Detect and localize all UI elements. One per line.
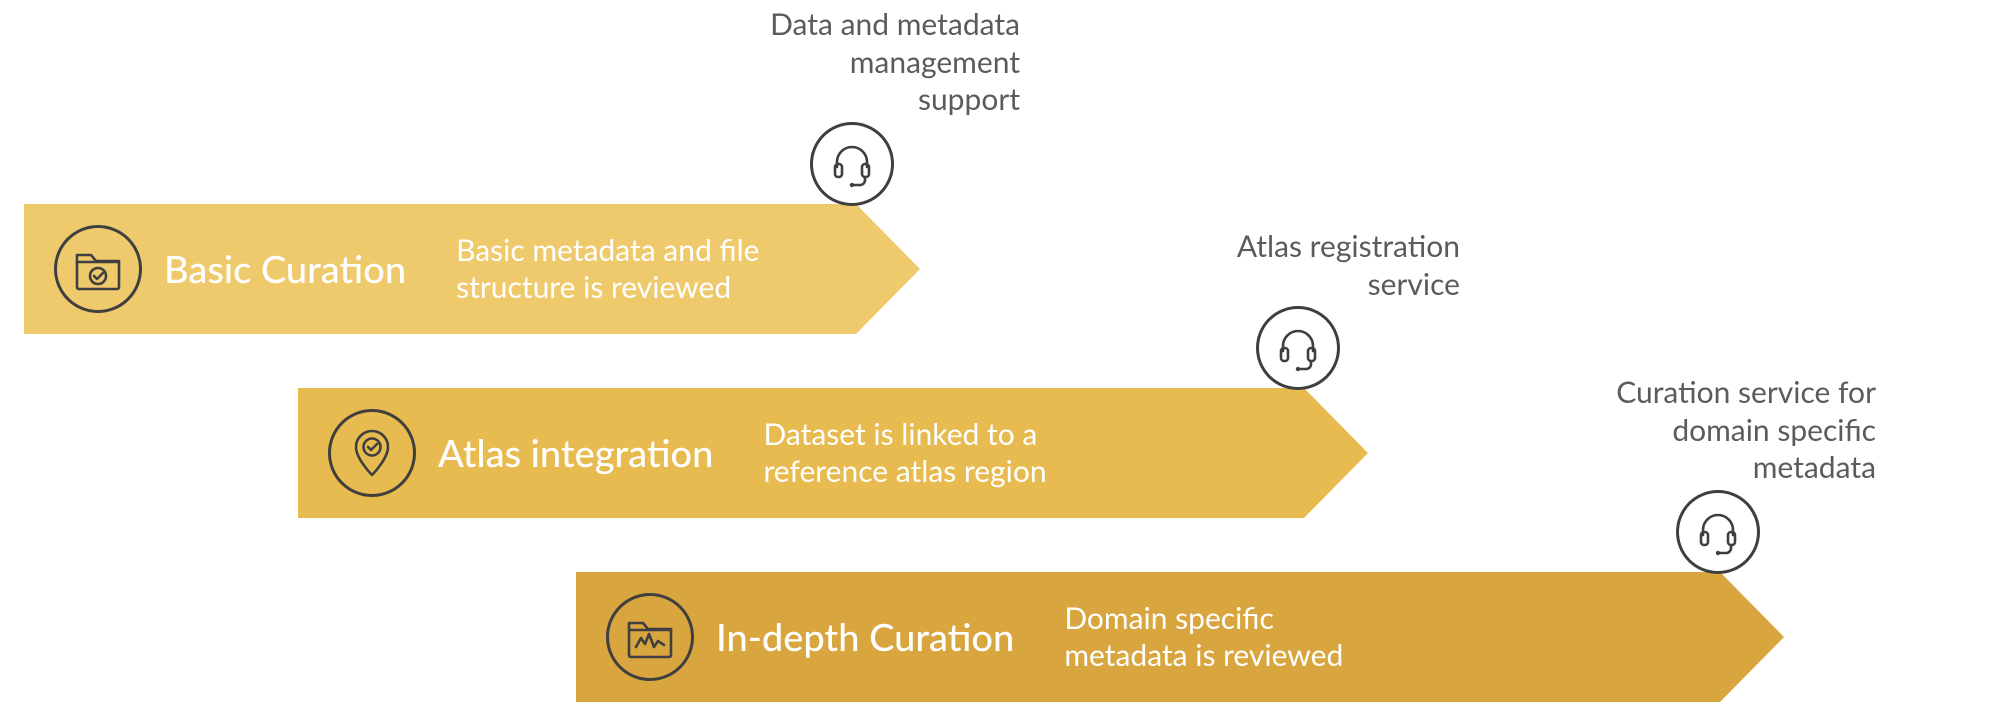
pin-check-icon <box>328 409 416 497</box>
stage-description: Domain specificmetadata is reviewed <box>1064 600 1343 675</box>
folder-check-icon <box>54 225 142 313</box>
stage-description: Basic metadata and filestructure is revi… <box>456 232 759 307</box>
folder-wave-icon <box>606 593 694 681</box>
stage-title: Atlas integration <box>438 430 713 476</box>
arrow-head <box>856 204 920 334</box>
stage-bar: Atlas integration Dataset is linked to a… <box>298 388 1304 518</box>
stage-bar: Basic Curation Basic metadata and filest… <box>24 204 856 334</box>
arrow-head <box>1720 572 1784 702</box>
stage-title: Basic Curation <box>164 246 406 292</box>
headset-icon <box>1256 306 1340 390</box>
arrow-head <box>1304 388 1368 518</box>
callout-text: Data and metadatamanagementsupport <box>660 6 1020 119</box>
stage-bar: In-depth Curation Domain specificmetadat… <box>576 572 1720 702</box>
callout-text: Atlas registrationservice <box>1120 228 1460 303</box>
headset-icon <box>1676 490 1760 574</box>
stage-description: Dataset is linked to areference atlas re… <box>763 416 1046 491</box>
stage-title: In-depth Curation <box>716 614 1014 660</box>
headset-icon <box>810 122 894 206</box>
callout-text: Curation service fordomain specificmetad… <box>1496 374 1876 487</box>
